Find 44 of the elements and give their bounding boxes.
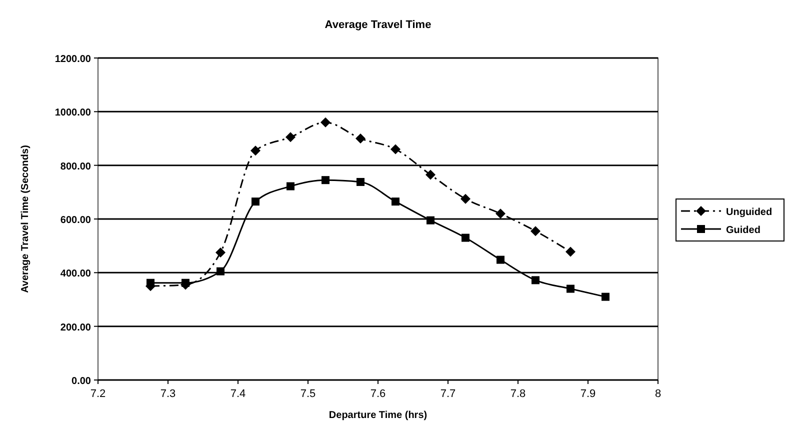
x-tick-label: 8 <box>654 388 662 400</box>
y-tick-label: 800.00 <box>60 161 92 172</box>
point <box>322 176 330 184</box>
point <box>532 276 540 284</box>
point <box>356 134 366 144</box>
x-tick-label: 7.3 <box>160 388 176 400</box>
point <box>320 117 330 128</box>
x-tick-label: 7.6 <box>370 388 386 400</box>
point <box>216 267 224 276</box>
point <box>566 246 576 257</box>
point <box>356 178 364 186</box>
point <box>462 234 470 242</box>
legend-label: Unguided <box>726 207 772 218</box>
point <box>566 284 574 293</box>
x-tick-label: 7.5 <box>300 388 316 400</box>
y-tick-label: 1200.00 <box>54 54 92 65</box>
y-axis-title: Average Travel Time (Seconds) <box>20 145 31 293</box>
x-tick-label: 7.8 <box>510 388 526 400</box>
point <box>602 292 610 301</box>
x-axis-title: Departure Time (hrs) <box>328 410 428 421</box>
x-tick-label: 7.4 <box>230 388 246 400</box>
point <box>496 208 506 219</box>
point <box>530 226 540 236</box>
y-tick-label: 1000.00 <box>54 108 92 119</box>
point <box>252 198 260 206</box>
point <box>390 144 400 154</box>
x-tick-label: 7.2 <box>90 388 106 400</box>
point <box>426 170 436 180</box>
legend-label: Guided <box>726 225 760 236</box>
y-tick-label: 200.00 <box>60 322 92 334</box>
x-tick-label: 7.7 <box>440 388 456 400</box>
x-tick-label: 7.9 <box>580 388 596 400</box>
point <box>250 146 260 156</box>
point <box>460 194 470 204</box>
chart-title: Average Travel Time <box>324 19 432 31</box>
y-tick-label: 0.00 <box>72 376 92 387</box>
y-tick-label: 400.00 <box>60 268 92 280</box>
point <box>286 182 294 190</box>
point <box>286 132 296 142</box>
point <box>496 256 504 264</box>
point <box>216 248 226 258</box>
y-tick-label: 600.00 <box>60 215 92 226</box>
point <box>392 198 400 206</box>
point <box>426 216 434 224</box>
